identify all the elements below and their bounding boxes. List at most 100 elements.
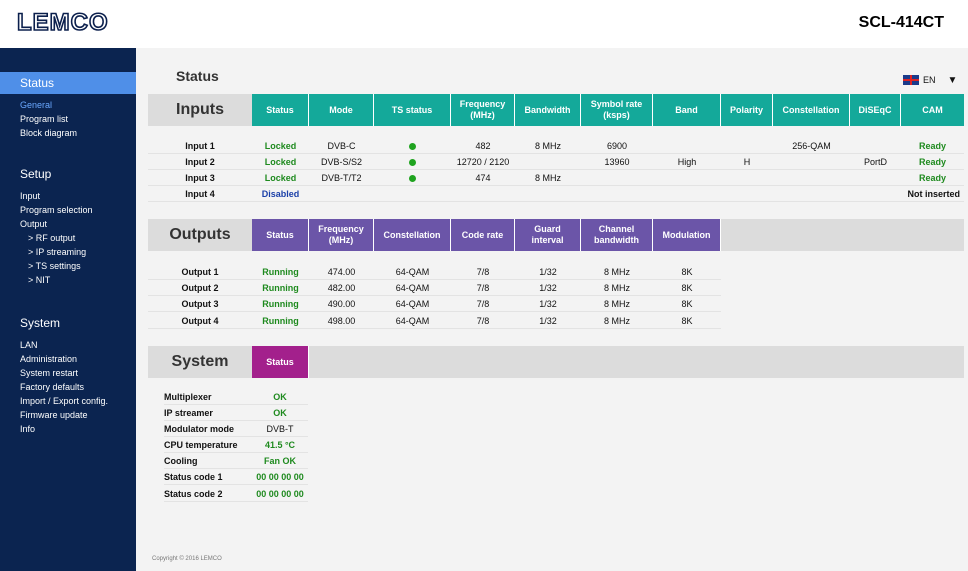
system-col-status: Status bbox=[252, 346, 309, 378]
sidebar-item-firmware-update[interactable]: Firmware update bbox=[20, 410, 88, 420]
sidebar-title-setup[interactable]: Setup bbox=[20, 167, 52, 181]
input-frequency: 12720 / 2120 bbox=[456, 157, 510, 167]
uk-flag-icon bbox=[903, 75, 919, 85]
input-constellation: 256-QAM bbox=[792, 141, 831, 151]
table-row: Output 1 Running 474.00 64-QAM 7/8 1/32 … bbox=[148, 264, 721, 280]
input-symbol-rate: 13960 bbox=[604, 157, 630, 167]
output-modulation: 8K bbox=[681, 299, 693, 309]
input-status: Locked bbox=[264, 141, 297, 151]
output-constellation: 64-QAM bbox=[395, 283, 430, 293]
output-constellation: 64-QAM bbox=[395, 299, 430, 309]
outputs-title: Outputs bbox=[169, 226, 231, 243]
inputs-title: Inputs bbox=[176, 101, 224, 118]
system-value: 00 00 00 00 bbox=[256, 489, 304, 499]
output-status: Running bbox=[262, 283, 299, 293]
dropdown-arrow-icon: ▼ bbox=[947, 74, 958, 86]
system-row: Cooling Fan OK bbox=[164, 453, 308, 469]
outputs-col-code-rate: Code rate bbox=[451, 219, 515, 251]
main-content: Status EN ▼ Inputs Status Mode TS status… bbox=[136, 48, 968, 571]
ts-status-ok-icon bbox=[409, 159, 416, 167]
sidebar-item-lan[interactable]: LAN bbox=[20, 340, 38, 350]
inputs-col-frequency: Frequency (MHz) bbox=[451, 94, 515, 126]
inputs-col-mode: Mode bbox=[309, 94, 374, 126]
sidebar-item-program-list[interactable]: Program list bbox=[20, 114, 69, 124]
inputs-col-ts-status: TS status bbox=[374, 94, 451, 126]
output-name: Output 4 bbox=[181, 316, 219, 326]
page-title: Status bbox=[176, 68, 219, 84]
sidebar-item-nit[interactable]: > NIT bbox=[28, 275, 51, 285]
input-diseqc: PortD bbox=[863, 157, 887, 167]
sidebar-title-status[interactable]: Status bbox=[0, 72, 136, 94]
device-model: SCL-414CT bbox=[858, 14, 944, 31]
output-frequency: 498.00 bbox=[327, 316, 356, 326]
sidebar-item-block-diagram[interactable]: Block diagram bbox=[20, 128, 78, 138]
inputs-col-band: Band bbox=[653, 94, 721, 126]
sidebar-item-factory-defaults[interactable]: Factory defaults bbox=[20, 382, 85, 392]
outputs-col-status: Status bbox=[252, 219, 309, 251]
input-frequency: 474 bbox=[475, 173, 491, 183]
output-status: Running bbox=[262, 267, 299, 277]
table-row: Output 3 Running 490.00 64-QAM 7/8 1/32 … bbox=[148, 296, 721, 312]
inputs-col-diseqc: DiSEqC bbox=[850, 94, 901, 126]
sidebar-item-output[interactable]: Output bbox=[20, 219, 48, 229]
output-constellation: 64-QAM bbox=[395, 316, 430, 326]
system-value: 00 00 00 00 bbox=[256, 472, 304, 482]
sidebar-item-ts-settings[interactable]: > TS settings bbox=[28, 261, 81, 271]
input-polarity bbox=[721, 138, 773, 154]
sidebar-item-info[interactable]: Info bbox=[20, 424, 36, 434]
input-mode: DVB-S/S2 bbox=[320, 157, 362, 167]
copyright-footer: Copyright © 2016 LEMCO bbox=[152, 556, 222, 562]
system-label: Multiplexer bbox=[164, 392, 212, 402]
system-header-band: System Status bbox=[148, 346, 964, 378]
output-name: Output 2 bbox=[181, 283, 219, 293]
outputs-col-constellation: Constellation bbox=[374, 219, 451, 251]
table-row: Output 4 Running 498.00 64-QAM 7/8 1/32 … bbox=[148, 313, 721, 329]
input-frequency: 482 bbox=[475, 141, 491, 151]
input-name: Input 1 bbox=[185, 141, 215, 151]
input-bandwidth: 8 MHz bbox=[534, 173, 561, 183]
output-name: Output 3 bbox=[181, 299, 219, 309]
sidebar-item-input[interactable]: Input bbox=[20, 191, 41, 201]
sidebar-item-rf-output[interactable]: > RF output bbox=[28, 233, 76, 243]
output-guard-interval: 1/32 bbox=[539, 316, 557, 326]
sidebar-title-system[interactable]: System bbox=[20, 316, 61, 330]
system-row: Multiplexer OK bbox=[164, 389, 308, 405]
input-bandwidth: 8 MHz bbox=[534, 141, 561, 151]
ts-status-cell bbox=[374, 138, 451, 154]
ts-status-ok-icon bbox=[409, 175, 416, 183]
sidebar-item-program-selection[interactable]: Program selection bbox=[20, 205, 93, 215]
sidebar-item-administration[interactable]: Administration bbox=[20, 354, 78, 364]
input-cam: Not inserted bbox=[907, 189, 960, 199]
inputs-col-constellation: Constellation bbox=[773, 94, 850, 126]
output-name: Output 1 bbox=[181, 267, 219, 277]
input-diseqc bbox=[850, 170, 901, 186]
output-modulation: 8K bbox=[681, 316, 693, 326]
output-status: Running bbox=[262, 316, 299, 326]
inputs-col-bandwidth: Bandwidth bbox=[515, 94, 581, 126]
system-label: CPU temperature bbox=[164, 440, 238, 450]
output-modulation: 8K bbox=[681, 267, 693, 277]
system-label: Modulator mode bbox=[164, 424, 234, 434]
output-frequency: 482.00 bbox=[327, 283, 356, 293]
output-frequency: 474.00 bbox=[327, 267, 356, 277]
sidebar-section-status: Status General Program list Block diagra… bbox=[0, 72, 136, 140]
sidebar-item-general[interactable]: General bbox=[20, 100, 53, 110]
input-cam: Ready bbox=[918, 157, 946, 167]
system-value: OK bbox=[273, 408, 287, 418]
input-mode: DVB-C bbox=[327, 141, 356, 151]
sidebar-item-system-restart[interactable]: System restart bbox=[20, 368, 79, 378]
output-guard-interval: 1/32 bbox=[539, 267, 557, 277]
sidebar-item-ip-streaming[interactable]: > IP streaming bbox=[28, 247, 87, 257]
system-value: OK bbox=[273, 392, 287, 402]
output-constellation: 64-QAM bbox=[395, 267, 430, 277]
sidebar-item-import-export[interactable]: Import / Export config. bbox=[20, 396, 109, 406]
input-cam: Ready bbox=[918, 141, 946, 151]
output-channel-bandwidth: 8 MHz bbox=[603, 267, 630, 277]
output-code-rate: 7/8 bbox=[476, 267, 490, 277]
input-band: High bbox=[677, 157, 697, 167]
system-label: IP streamer bbox=[164, 408, 213, 418]
language-selector[interactable]: EN ▼ bbox=[903, 73, 957, 87]
output-code-rate: 7/8 bbox=[476, 283, 490, 293]
system-value: 41.5 °C bbox=[264, 440, 296, 450]
input-constellation bbox=[773, 170, 850, 186]
